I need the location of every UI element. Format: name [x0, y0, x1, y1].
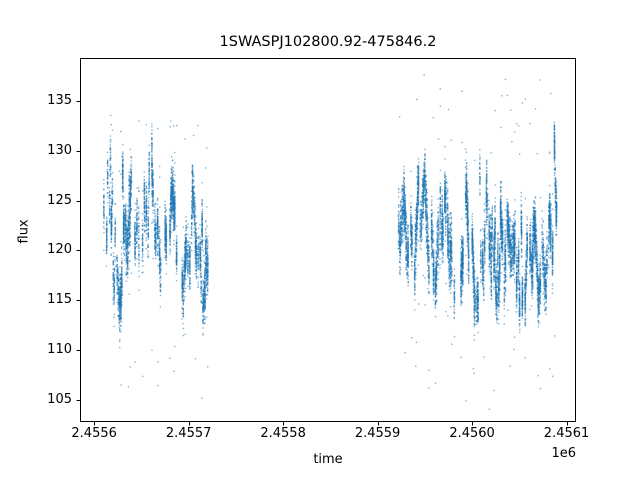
x-tick-label: 2.4558	[260, 426, 306, 441]
y-tick-label: 130	[47, 142, 72, 158]
chart-title: 1SWASPJ102800.92-475846.2	[219, 34, 437, 50]
y-tick-label: 110	[47, 342, 72, 358]
y-tick-label: 120	[47, 242, 72, 258]
y-axis-label: flux	[16, 219, 32, 244]
x-tick-label: 2.4557	[165, 426, 212, 441]
x-tick-label: 2.4559	[354, 426, 401, 441]
x-tick-label: 2.4556	[71, 426, 117, 441]
y-tick-label: 135	[47, 92, 72, 108]
y-tick-label: 105	[47, 392, 72, 408]
y-tick-label: 125	[47, 192, 72, 208]
y-tick-label: 115	[47, 292, 72, 308]
x-tick-label: 2.4560	[449, 426, 495, 441]
x-axis-offset-label: 1e6	[551, 446, 576, 461]
x-axis-label: time	[313, 452, 343, 467]
x-tick-label: 2.4561	[543, 426, 590, 441]
